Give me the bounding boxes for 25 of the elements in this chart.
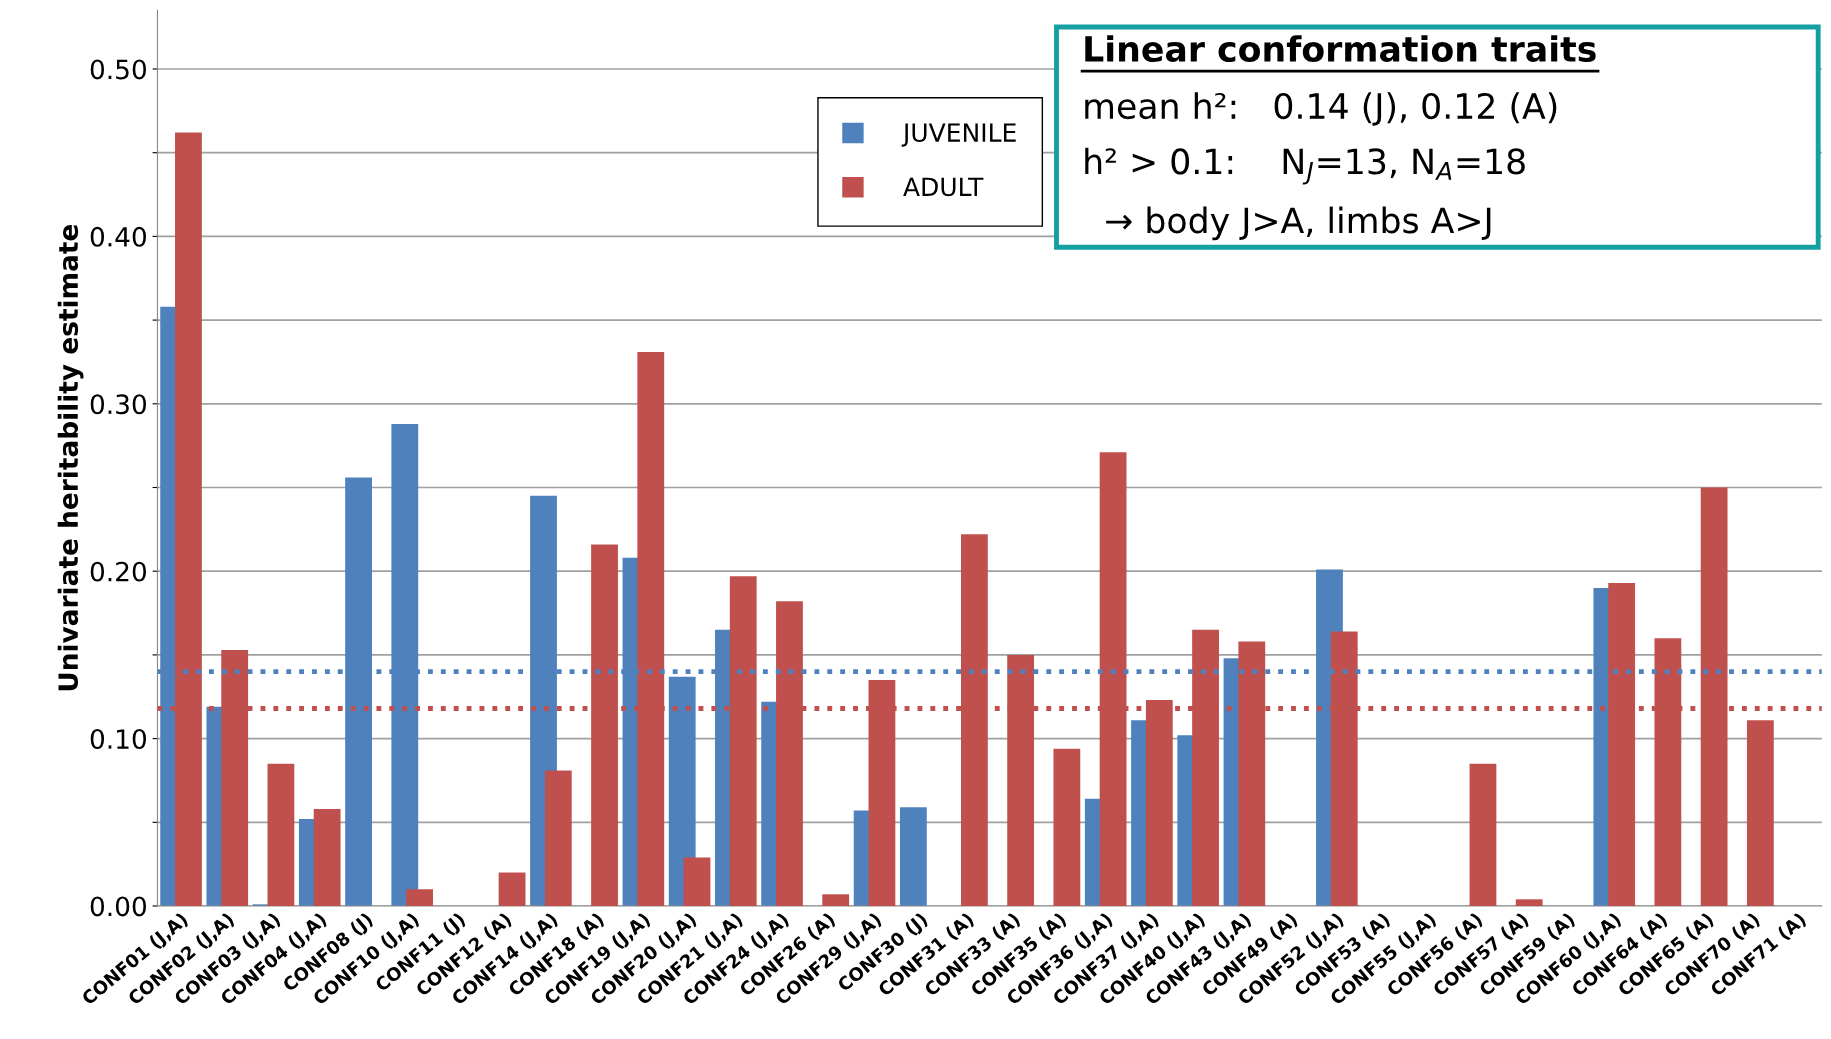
annotation: Linear conformation traits [1085, 35, 1596, 63]
legend-label: ADULT [903, 177, 984, 197]
y-tick-label: 0.40 [90, 226, 146, 247]
y-tick-label: 0.10 [90, 729, 146, 749]
annotation: → body J>A, limbs A>J [1106, 206, 1491, 241]
bar [1053, 748, 1081, 907]
legend-label: JUVENILE [901, 123, 1016, 147]
bar [313, 808, 341, 907]
bar [1515, 899, 1543, 907]
bar [1746, 720, 1774, 907]
bar [899, 807, 927, 907]
y-tick-label: 0.30 [90, 394, 146, 415]
bar [1469, 763, 1497, 907]
bar [683, 857, 711, 907]
bar [406, 889, 434, 907]
y-tick-label: 0.20 [90, 561, 146, 582]
bar [498, 872, 526, 907]
y-tick-label: 0.00 [90, 896, 146, 917]
annotation: h² > 0.1: N$_{J}$=13, N$_{A}$=18 [1085, 147, 1525, 185]
bar [267, 763, 295, 907]
y-tick-label: 0.50 [90, 59, 146, 80]
bar [544, 770, 572, 907]
annotation: mean h²: 0.14 (J), 0.12 (A) [1085, 92, 1557, 126]
y-axis-title: Univariate heritability estimate [57, 224, 84, 691]
bar [822, 894, 850, 907]
